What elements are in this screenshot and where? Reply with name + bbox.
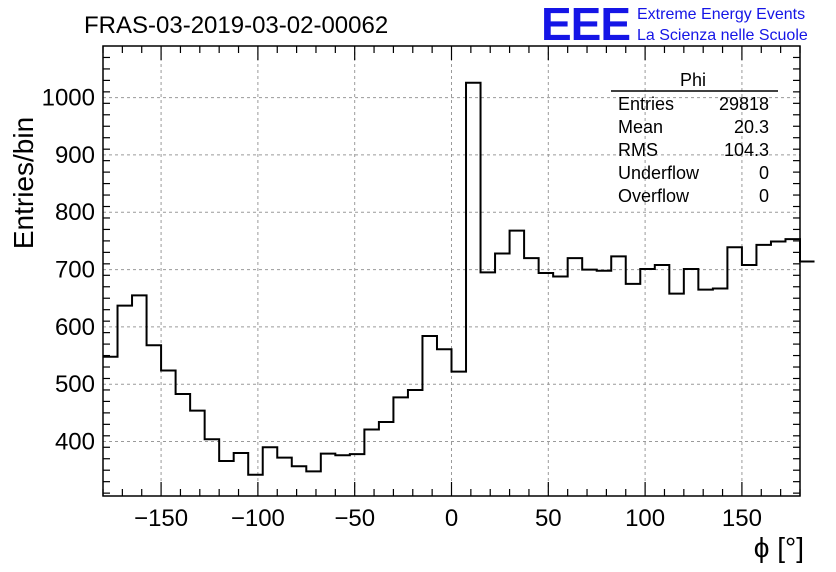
histogram-bin — [393, 397, 408, 496]
logo-mark: EEE — [541, 0, 630, 50]
histogram-bin — [364, 430, 379, 496]
y-tick-label: 800 — [55, 199, 95, 226]
x-tick-label: 100 — [625, 505, 665, 532]
histogram-bin — [248, 475, 263, 496]
histogram-series — [103, 81, 815, 496]
stats-row-label: Entries — [618, 94, 674, 114]
y-tick-label: 900 — [55, 142, 95, 169]
stats-row-label: Underflow — [618, 163, 700, 183]
stats-row-value: 0 — [759, 163, 769, 183]
histogram-bin — [263, 447, 278, 496]
histogram-bin — [568, 258, 583, 496]
logo-line-1: Extreme Energy Events — [637, 6, 805, 23]
stats-row-label: RMS — [618, 140, 658, 160]
histogram-bin — [118, 306, 133, 496]
histogram-bin — [597, 271, 612, 496]
histogram-bin — [422, 336, 437, 496]
histogram-bin — [800, 262, 815, 496]
histogram-bin — [335, 455, 350, 496]
histogram-bin — [495, 254, 510, 496]
x-axis-title: ϕ [°] — [754, 532, 804, 563]
histogram-bin — [147, 345, 162, 496]
stats-box: Phi Entries 29818 Mean 20.3 RMS 104.3 Underflo… — [611, 70, 778, 206]
stats-row-label: Overflow — [618, 186, 690, 206]
histogram-bin — [306, 471, 321, 496]
histogram-bin — [176, 394, 191, 496]
histogram-bin — [379, 422, 394, 496]
histogram-bin — [713, 288, 728, 496]
y-tick-label: 600 — [55, 314, 95, 341]
histogram-bin — [437, 349, 452, 496]
stats-row-value: 20.3 — [734, 117, 769, 137]
histogram-bin — [553, 276, 568, 496]
histogram-bin — [205, 439, 220, 496]
stats-row-value: 104.3 — [724, 140, 769, 160]
histogram-bin — [640, 269, 655, 496]
y-axis-title: Entries/bin — [8, 117, 39, 249]
histogram-bin — [727, 247, 742, 496]
x-axis: −150 −100 −50 0 50 100 150 — [102, 46, 801, 532]
grid-lines — [103, 46, 800, 496]
histogram-bin — [452, 372, 467, 496]
eee-logo: EEE Extreme Energy Events La Scienza nel… — [541, 0, 808, 50]
histogram-bin — [524, 258, 539, 496]
histogram-bin — [510, 231, 525, 496]
histogram-bin — [742, 265, 757, 496]
x-tick-label: 150 — [722, 505, 762, 532]
histogram-bin — [466, 83, 481, 496]
x-tick-label: −50 — [334, 505, 375, 532]
histogram-bin — [626, 284, 641, 496]
histogram-bin — [350, 454, 365, 496]
histogram-bin — [481, 272, 496, 496]
stats-row-value: 0 — [759, 186, 769, 206]
histogram-line — [103, 81, 815, 476]
y-tick-label: 500 — [55, 371, 95, 398]
histogram-bin — [234, 453, 249, 496]
histogram-bin — [219, 461, 234, 496]
x-tick-label: −150 — [134, 505, 188, 532]
histogram-bin — [655, 265, 670, 496]
histogram-bin — [611, 256, 626, 496]
y-tick-label: 1000 — [42, 85, 95, 112]
histogram-bin — [408, 390, 423, 496]
logo-line-2: La Scienza nelle Scuole — [637, 27, 808, 44]
histogram-bin — [539, 273, 554, 496]
y-tick-label: 400 — [55, 429, 95, 456]
histogram-bin — [277, 458, 292, 496]
histogram-bin — [321, 454, 336, 496]
y-tick-label: 700 — [55, 257, 95, 284]
histogram-bin — [132, 295, 147, 496]
chart-title: FRAS-03-2019-03-02-00062 — [84, 12, 388, 39]
histogram-bin — [756, 245, 771, 496]
stats-row-value: 29818 — [719, 94, 769, 114]
histogram-bin — [684, 269, 699, 496]
histogram-bin — [103, 357, 118, 496]
histogram-bin — [161, 370, 176, 496]
x-tick-label: 50 — [535, 505, 562, 532]
histogram-bin — [582, 270, 597, 496]
histogram-bin — [771, 241, 786, 496]
x-tick-label: −100 — [231, 505, 285, 532]
y-axis: 400 500 600 700 800 900 1000 — [42, 56, 800, 494]
histogram-bin — [190, 411, 205, 496]
histogram-bin — [669, 294, 684, 496]
histogram-bin — [698, 290, 713, 496]
histogram-bin — [292, 466, 307, 496]
x-tick-label: 0 — [445, 505, 458, 532]
stats-row-label: Mean — [618, 117, 663, 137]
stats-box-name: Phi — [680, 70, 706, 90]
